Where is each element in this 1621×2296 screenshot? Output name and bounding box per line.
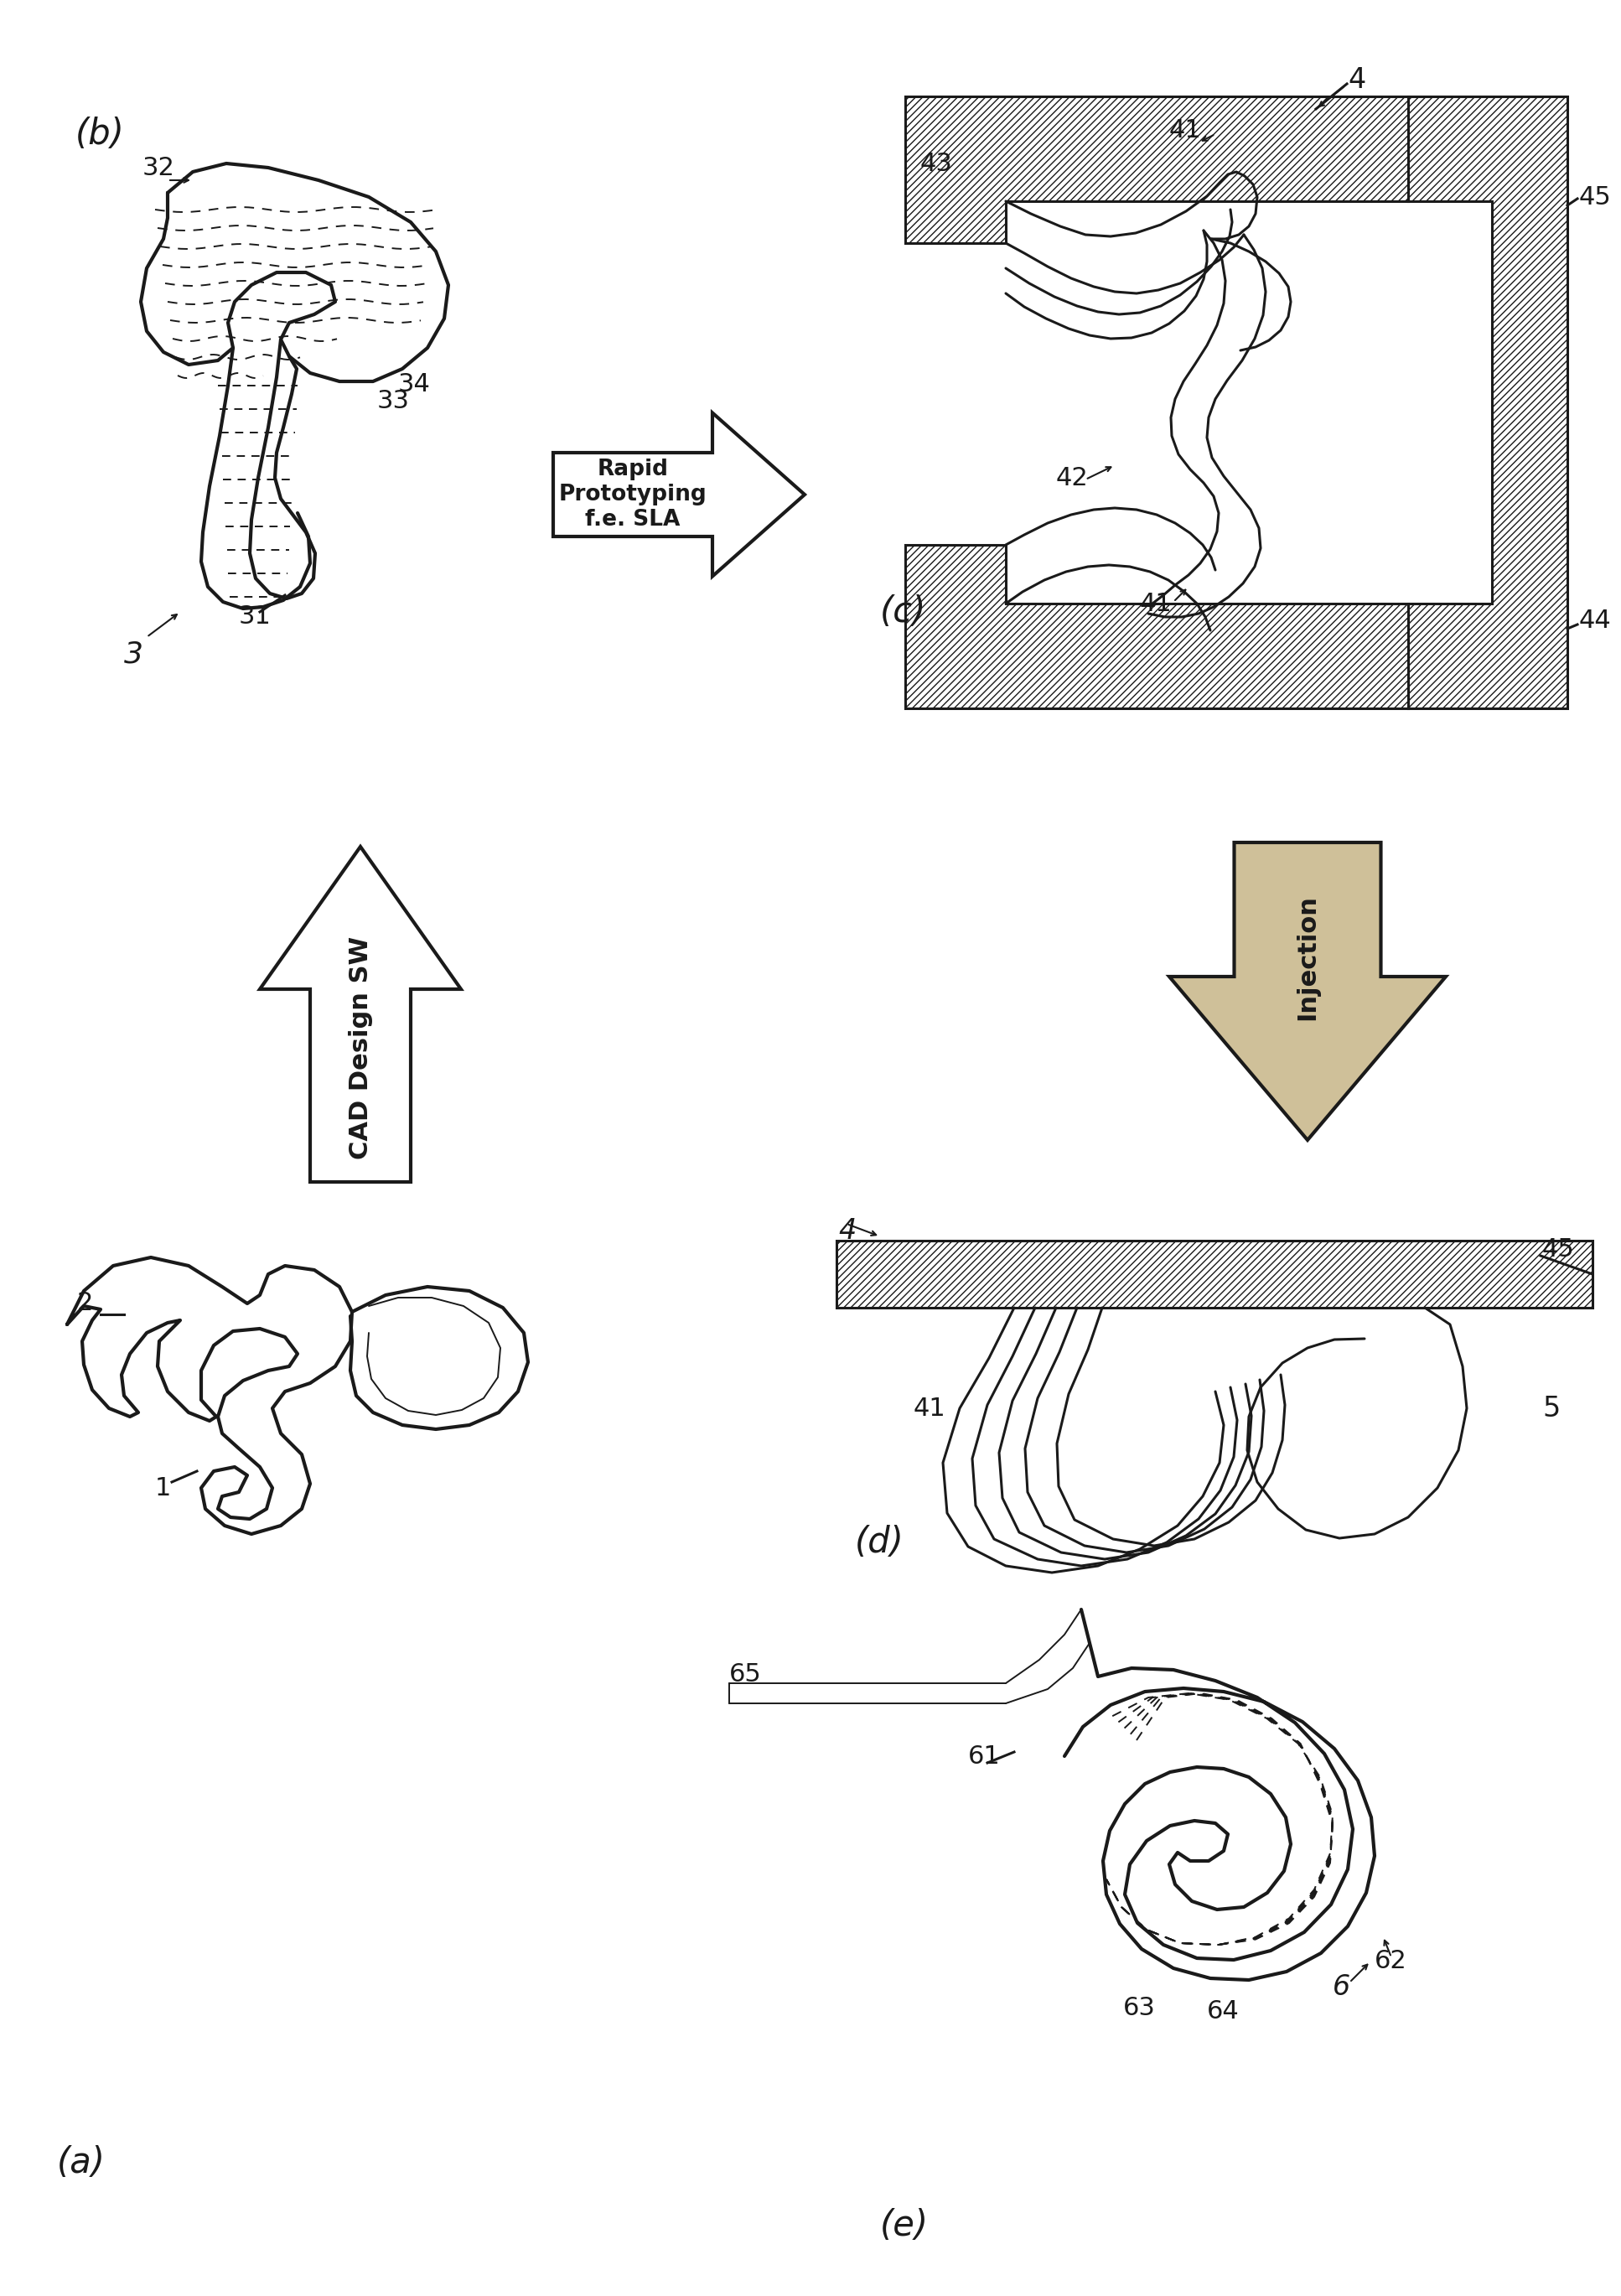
Text: 33: 33 — [378, 388, 410, 413]
Text: 32: 32 — [143, 156, 175, 179]
Text: 1: 1 — [156, 1476, 172, 1499]
Text: 64: 64 — [1208, 2000, 1240, 2025]
Text: 5: 5 — [1542, 1394, 1559, 1421]
Polygon shape — [259, 847, 460, 1182]
Text: Rapid
Prototyping
f.e. SLA: Rapid Prototyping f.e. SLA — [559, 459, 707, 530]
Polygon shape — [905, 544, 1409, 709]
Text: (e): (e) — [880, 2209, 929, 2243]
Text: (b): (b) — [76, 117, 125, 152]
Text: 6: 6 — [1332, 1972, 1350, 2000]
Text: 4: 4 — [1347, 67, 1365, 94]
Text: Injection: Injection — [1295, 895, 1319, 1019]
Polygon shape — [836, 1240, 1592, 1309]
Text: 31: 31 — [238, 604, 271, 629]
Text: 41: 41 — [914, 1396, 947, 1421]
Text: (c): (c) — [880, 595, 927, 629]
Text: 43: 43 — [921, 152, 953, 174]
Text: 65: 65 — [729, 1662, 762, 1688]
Text: 62: 62 — [1375, 1949, 1407, 1975]
Text: 45: 45 — [1579, 186, 1611, 209]
Polygon shape — [1169, 843, 1446, 1141]
Text: CAD Design SW: CAD Design SW — [349, 937, 373, 1159]
Polygon shape — [553, 413, 804, 576]
Text: 41: 41 — [1169, 117, 1201, 142]
Text: 42: 42 — [1055, 466, 1089, 489]
Polygon shape — [905, 96, 1409, 243]
Text: (a): (a) — [57, 2144, 105, 2181]
Text: 4: 4 — [838, 1217, 856, 1244]
Text: 2: 2 — [78, 1290, 94, 1316]
Text: (d): (d) — [854, 1525, 905, 1559]
Text: 41: 41 — [1140, 592, 1172, 615]
Text: 45: 45 — [1542, 1238, 1574, 1261]
Text: 63: 63 — [1123, 1995, 1156, 2020]
Text: 44: 44 — [1579, 608, 1611, 631]
Text: 61: 61 — [968, 1745, 1000, 1768]
Text: 34: 34 — [399, 372, 431, 397]
Polygon shape — [1409, 96, 1568, 709]
Text: 3: 3 — [125, 641, 143, 668]
